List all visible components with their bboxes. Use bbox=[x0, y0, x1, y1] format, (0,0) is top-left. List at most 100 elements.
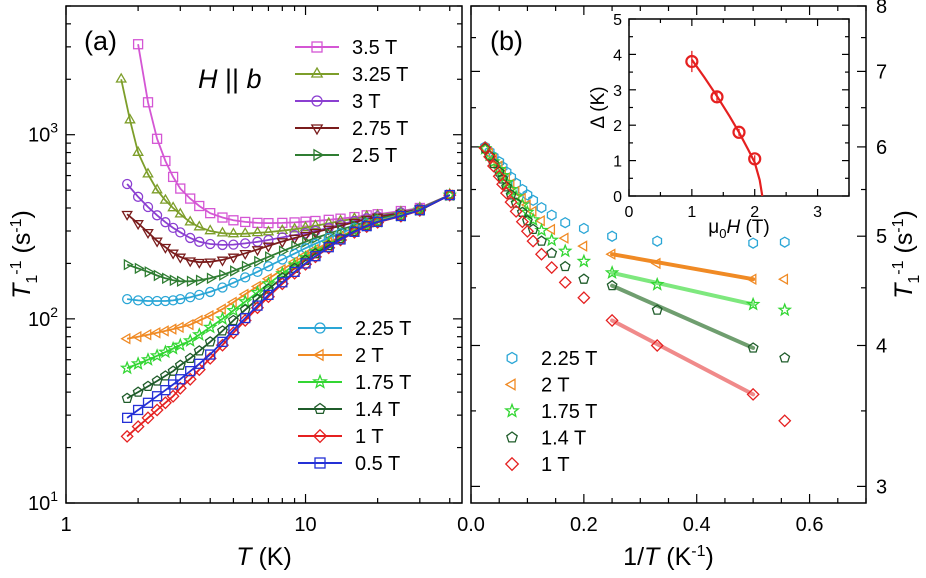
data-point-a bbox=[149, 348, 165, 362]
data-point-a bbox=[230, 265, 241, 277]
y-ticklabel-exp: 2 bbox=[50, 304, 58, 320]
data-point-a bbox=[215, 311, 230, 326]
legend-item-b: 2.25 T bbox=[506, 348, 597, 370]
series-b-1T bbox=[478, 141, 792, 428]
data-point-a bbox=[288, 234, 301, 245]
data-point-a bbox=[166, 323, 177, 335]
data-point-a bbox=[276, 224, 289, 235]
y-axis-label-a: T1-1 (s-1) bbox=[8, 210, 41, 299]
legend-marker bbox=[504, 402, 520, 418]
y-axis-label-sub: 1 bbox=[24, 275, 41, 284]
y-ticklabel-b: 7 bbox=[876, 61, 887, 83]
y-axis-label-var: T bbox=[8, 282, 36, 299]
data-point-a bbox=[191, 327, 207, 342]
legend-item-a: 2.75 T bbox=[295, 118, 408, 140]
legend-item-a: 2.5 T bbox=[295, 145, 397, 167]
data-point-a bbox=[194, 236, 205, 247]
data-point-a bbox=[141, 411, 155, 425]
data-point-a bbox=[167, 295, 179, 306]
data-point-a bbox=[443, 188, 457, 202]
legend-label-a: 3.25 T bbox=[352, 64, 408, 86]
data-point-a bbox=[227, 227, 240, 238]
legend-item-b: 1.75 T bbox=[504, 401, 597, 423]
data-point-a bbox=[124, 113, 136, 124]
data-point-a bbox=[186, 275, 197, 288]
data-point-a bbox=[134, 262, 145, 275]
y-axis-label-unit: (s bbox=[890, 233, 918, 261]
x-axis-label-var: T bbox=[644, 543, 661, 571]
data-point-a bbox=[226, 296, 237, 309]
data-point-a bbox=[361, 220, 372, 232]
data-point-a bbox=[174, 207, 187, 218]
legend-item-a: 1 T bbox=[298, 426, 384, 448]
fit-line-b bbox=[610, 252, 756, 282]
data-point-a bbox=[239, 227, 252, 238]
data-point-a bbox=[194, 200, 205, 212]
data-point-b bbox=[484, 150, 496, 161]
x-ticklabel-a: 10 bbox=[294, 514, 316, 536]
data-point-a bbox=[240, 238, 251, 249]
data-point-b bbox=[578, 273, 590, 284]
data-point-a bbox=[151, 210, 163, 221]
x-axis-label-a: T (K) bbox=[236, 543, 292, 571]
data-point-b bbox=[546, 247, 558, 258]
legend-marker bbox=[311, 95, 323, 107]
data-point-a bbox=[204, 258, 217, 269]
data-point-a bbox=[132, 220, 144, 231]
legend-item-a: 3.25 T bbox=[295, 64, 408, 86]
data-point-a bbox=[276, 238, 289, 249]
data-point-b bbox=[605, 313, 619, 328]
data-point-b bbox=[544, 232, 560, 247]
data-point-a bbox=[160, 385, 171, 396]
legend-marker bbox=[311, 41, 323, 53]
data-point-b bbox=[515, 215, 529, 229]
data-point-a bbox=[204, 336, 216, 347]
data-point-a bbox=[185, 232, 196, 244]
data-point-b bbox=[525, 212, 541, 227]
data-point-a bbox=[193, 345, 205, 356]
x-axis-label-unit-close: ) bbox=[706, 543, 714, 571]
data-point-a bbox=[150, 403, 164, 417]
data-point-a bbox=[203, 309, 214, 322]
data-point-a bbox=[167, 379, 179, 390]
legend-item-a: 3 T bbox=[295, 91, 381, 113]
data-point-a bbox=[175, 374, 186, 385]
data-point-a bbox=[277, 277, 288, 288]
data-point-a bbox=[183, 372, 197, 386]
inset-x-ticklabel: 1 bbox=[687, 204, 696, 221]
data-point-b bbox=[486, 159, 501, 173]
data-point-a bbox=[289, 266, 300, 277]
x-ticklabel-b: 0.2 bbox=[570, 514, 598, 536]
legend-item-a: 0.5 T bbox=[298, 453, 400, 475]
data-point-a bbox=[240, 272, 251, 283]
data-point-a bbox=[184, 352, 196, 364]
data-point-a bbox=[167, 222, 179, 234]
legend-item-b: 1 T bbox=[504, 454, 570, 476]
data-point-a bbox=[217, 325, 228, 336]
data-point-a bbox=[217, 212, 228, 223]
data-point-a bbox=[240, 216, 251, 228]
data-point-b bbox=[545, 260, 559, 275]
data-point-b bbox=[777, 302, 793, 317]
data-point-a bbox=[414, 205, 425, 216]
data-point-a bbox=[115, 72, 128, 83]
data-point-b bbox=[779, 236, 790, 248]
data-point-a bbox=[217, 282, 228, 293]
legend-marker bbox=[504, 456, 520, 472]
data-point-a bbox=[277, 217, 288, 229]
legend-marker bbox=[310, 124, 324, 136]
data-point-a bbox=[151, 391, 163, 402]
plot-frame-b bbox=[470, 5, 867, 504]
data-point-b bbox=[559, 260, 571, 272]
x-axis-label-num: 1/ bbox=[623, 543, 644, 571]
data-point-a bbox=[144, 266, 155, 278]
legend-marker bbox=[504, 378, 516, 391]
legend-marker bbox=[313, 148, 325, 162]
legend-label-a: 3.5 T bbox=[352, 37, 397, 59]
field-annotation: H || b bbox=[198, 64, 262, 94]
inset-y-axis-label: Δ (K) bbox=[588, 86, 609, 128]
data-point-b bbox=[520, 224, 535, 238]
fit-line-b bbox=[610, 283, 756, 350]
data-point-a bbox=[132, 386, 144, 397]
legend-label-a: 1.4 T bbox=[355, 399, 400, 421]
